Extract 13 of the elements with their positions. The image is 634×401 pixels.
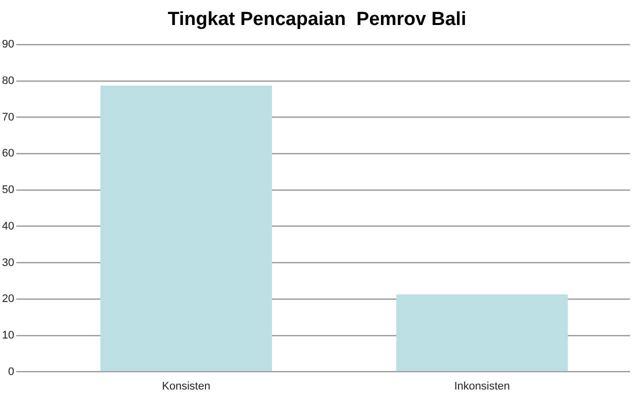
y-tick-label: 70 (2, 111, 14, 124)
y-tick-label: 20 (2, 293, 14, 306)
y-tick-label: 30 (2, 256, 14, 269)
y-tick-label: 90 (2, 38, 14, 51)
x-tick-label: Inkonsisten (454, 380, 510, 392)
x-tick-label: Konsisten (162, 380, 210, 392)
y-tick-label: 40 (2, 220, 14, 232)
y-tick-label: 10 (2, 329, 14, 342)
y-tick-label: 50 (2, 184, 14, 196)
y-tick-label: 80 (2, 74, 14, 87)
chart-title: Tingkat Pencapaian Pemrov Bali (166, 8, 468, 32)
y-tick-label: 0 (8, 366, 14, 378)
y-tick-label: 60 (2, 148, 14, 160)
